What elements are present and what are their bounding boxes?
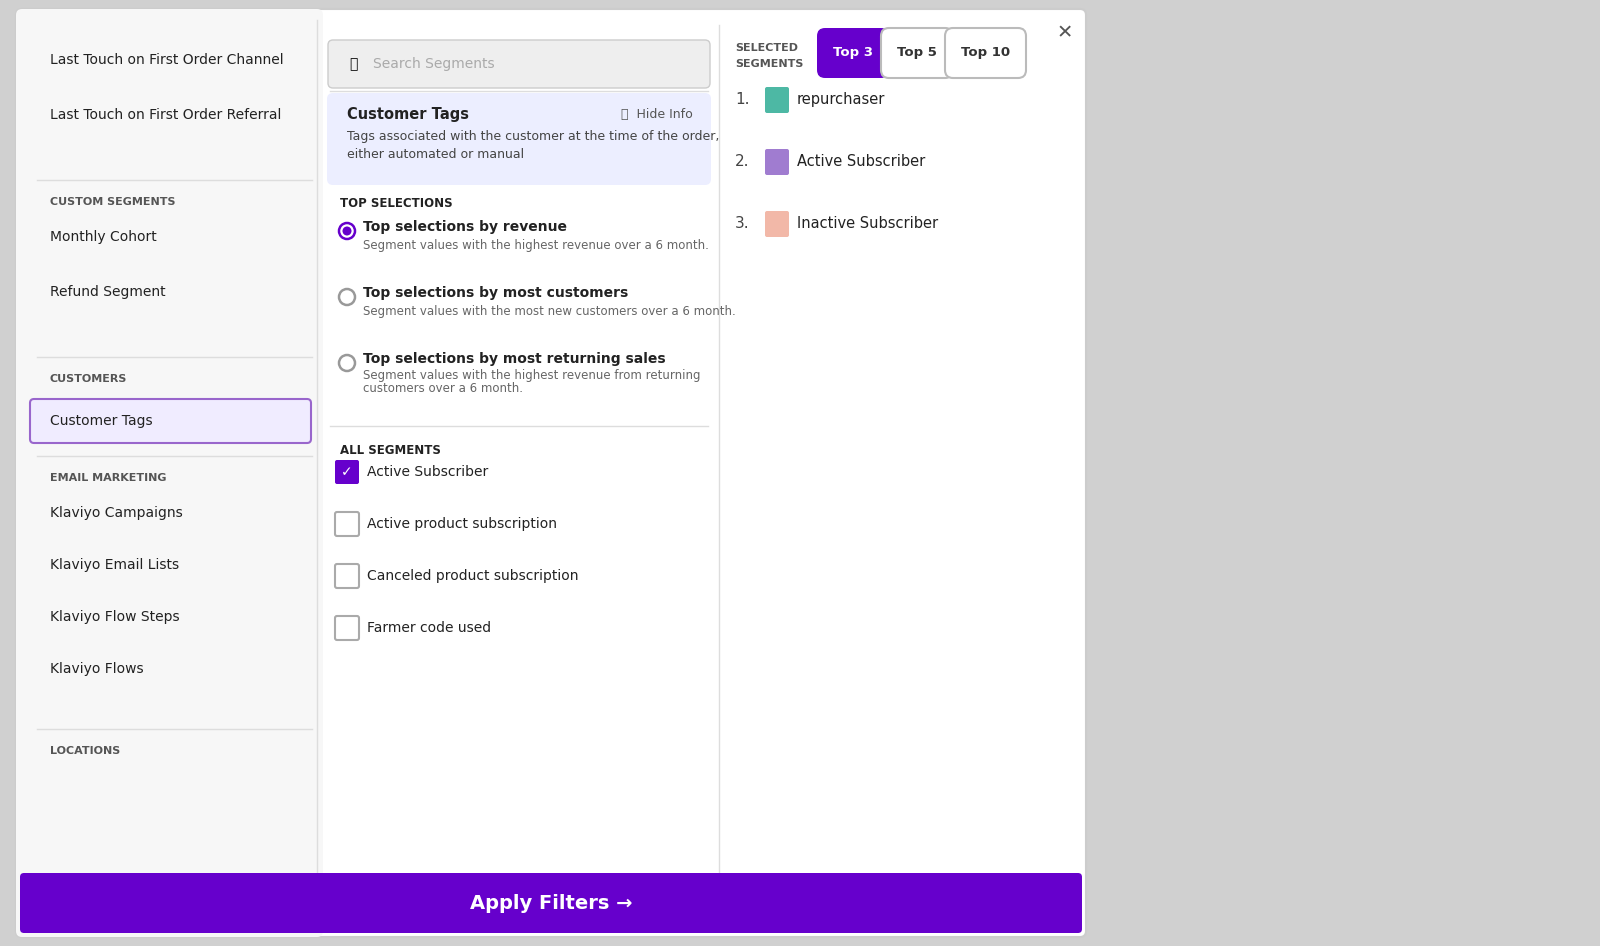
Text: Refund Segment: Refund Segment bbox=[50, 285, 166, 299]
Text: 1.: 1. bbox=[734, 93, 749, 108]
Text: Klaviyo Email Lists: Klaviyo Email Lists bbox=[50, 558, 179, 572]
Text: customers over a 6 month.: customers over a 6 month. bbox=[363, 382, 523, 395]
FancyBboxPatch shape bbox=[882, 28, 954, 78]
Circle shape bbox=[342, 226, 352, 236]
Text: Top 10: Top 10 bbox=[962, 46, 1010, 60]
Text: 3.: 3. bbox=[734, 217, 750, 232]
Text: Top selections by most customers: Top selections by most customers bbox=[363, 286, 629, 300]
FancyBboxPatch shape bbox=[16, 9, 1086, 937]
Text: Top 5: Top 5 bbox=[898, 46, 938, 60]
FancyBboxPatch shape bbox=[19, 873, 1082, 933]
FancyBboxPatch shape bbox=[818, 28, 890, 78]
FancyBboxPatch shape bbox=[16, 9, 323, 937]
FancyBboxPatch shape bbox=[946, 28, 1026, 78]
Text: ALL SEGMENTS: ALL SEGMENTS bbox=[339, 444, 442, 457]
Text: Apply Filters →: Apply Filters → bbox=[470, 894, 632, 913]
Text: Farmer code used: Farmer code used bbox=[366, 621, 491, 635]
Text: LOCATIONS: LOCATIONS bbox=[50, 746, 120, 756]
Text: SEGMENTS: SEGMENTS bbox=[734, 59, 803, 69]
Text: Search Segments: Search Segments bbox=[373, 57, 494, 71]
Text: 2.: 2. bbox=[734, 154, 749, 169]
Text: repurchaser: repurchaser bbox=[797, 93, 885, 108]
Text: Segment values with the highest revenue from returning: Segment values with the highest revenue … bbox=[363, 369, 701, 381]
Text: Klaviyo Campaigns: Klaviyo Campaigns bbox=[50, 506, 182, 520]
Text: EMAIL MARKETING: EMAIL MARKETING bbox=[50, 473, 166, 483]
FancyBboxPatch shape bbox=[328, 40, 710, 88]
Text: ✕: ✕ bbox=[1058, 24, 1074, 43]
Text: Top selections by revenue: Top selections by revenue bbox=[363, 220, 566, 234]
FancyBboxPatch shape bbox=[30, 399, 310, 443]
Text: Monthly Cohort: Monthly Cohort bbox=[50, 230, 157, 244]
Text: Top 3: Top 3 bbox=[834, 46, 874, 60]
Text: SELECTED: SELECTED bbox=[734, 43, 798, 53]
Text: Inactive Subscriber: Inactive Subscriber bbox=[797, 217, 938, 232]
FancyBboxPatch shape bbox=[334, 564, 358, 588]
Text: Last Touch on First Order Channel: Last Touch on First Order Channel bbox=[50, 53, 283, 67]
Text: Customer Tags: Customer Tags bbox=[50, 414, 152, 428]
Text: Klaviyo Flows: Klaviyo Flows bbox=[50, 662, 144, 676]
Text: Klaviyo Flow Steps: Klaviyo Flow Steps bbox=[50, 610, 179, 624]
Text: Active Subscriber: Active Subscriber bbox=[366, 465, 488, 479]
FancyBboxPatch shape bbox=[334, 512, 358, 536]
Text: CUSTOMERS: CUSTOMERS bbox=[50, 374, 128, 384]
Text: Segment values with the most new customers over a 6 month.: Segment values with the most new custome… bbox=[363, 305, 736, 318]
Text: Active product subscription: Active product subscription bbox=[366, 517, 557, 531]
Text: 👁  Hide Info: 👁 Hide Info bbox=[621, 109, 693, 121]
Text: ✓: ✓ bbox=[341, 465, 354, 479]
Text: either automated or manual: either automated or manual bbox=[347, 149, 525, 162]
Text: Tags associated with the customer at the time of the order,: Tags associated with the customer at the… bbox=[347, 131, 720, 144]
Text: 🔍: 🔍 bbox=[349, 57, 357, 71]
FancyBboxPatch shape bbox=[765, 149, 789, 175]
Text: Last Touch on First Order Referral: Last Touch on First Order Referral bbox=[50, 108, 282, 122]
Text: Canceled product subscription: Canceled product subscription bbox=[366, 569, 579, 583]
FancyBboxPatch shape bbox=[765, 211, 789, 237]
FancyBboxPatch shape bbox=[765, 87, 789, 113]
Text: TOP SELECTIONS: TOP SELECTIONS bbox=[339, 197, 453, 210]
Text: Customer Tags: Customer Tags bbox=[347, 108, 469, 122]
Text: Top selections by most returning sales: Top selections by most returning sales bbox=[363, 352, 666, 366]
FancyBboxPatch shape bbox=[326, 93, 710, 185]
FancyBboxPatch shape bbox=[334, 616, 358, 640]
Text: Active Subscriber: Active Subscriber bbox=[797, 154, 925, 169]
Text: Segment values with the highest revenue over a 6 month.: Segment values with the highest revenue … bbox=[363, 238, 709, 252]
FancyBboxPatch shape bbox=[334, 460, 358, 484]
Text: CUSTOM SEGMENTS: CUSTOM SEGMENTS bbox=[50, 197, 176, 207]
